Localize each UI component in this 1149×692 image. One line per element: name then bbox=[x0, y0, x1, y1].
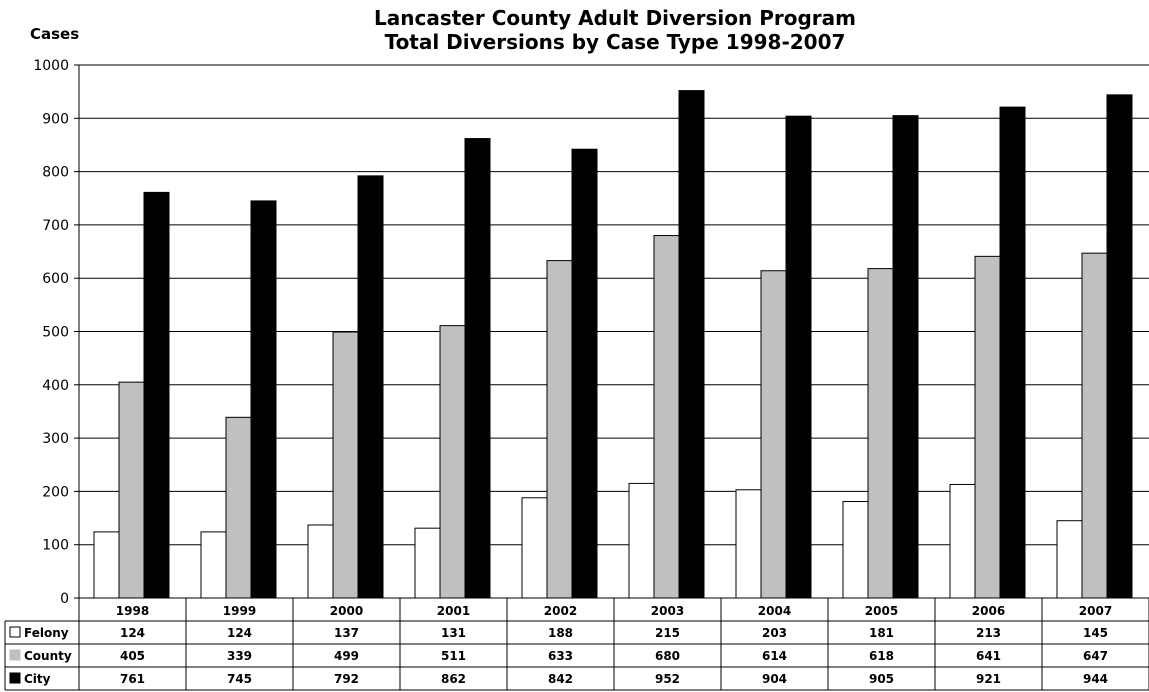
bar-county-2007 bbox=[1081, 252, 1108, 599]
bar-city-2007 bbox=[1106, 94, 1133, 599]
y-tick-label: 900 bbox=[42, 111, 69, 127]
data-label-city-1998: 761 bbox=[120, 672, 145, 686]
y-axis-label: Cases bbox=[30, 25, 79, 43]
y-tick-label: 200 bbox=[42, 484, 69, 500]
category-label-2005: 2005 bbox=[865, 604, 898, 618]
y-tick-label: 800 bbox=[42, 165, 69, 181]
data-label-county-2003: 680 bbox=[655, 649, 680, 663]
y-tick-label: 300 bbox=[42, 431, 69, 447]
data-label-felony-2002: 188 bbox=[548, 626, 573, 640]
y-tick-label: 600 bbox=[42, 271, 69, 287]
bar-city-1998 bbox=[143, 191, 170, 599]
data-label-city-2002: 842 bbox=[548, 672, 573, 686]
data-label-city-2003: 952 bbox=[655, 672, 680, 686]
bars bbox=[93, 90, 1133, 599]
bar-county-2001 bbox=[439, 325, 466, 599]
legend-key-county bbox=[9, 649, 21, 661]
category-label-2004: 2004 bbox=[758, 604, 791, 618]
data-label-city-2005: 905 bbox=[869, 672, 894, 686]
bar-county-2000 bbox=[332, 331, 359, 599]
data-label-county-2004: 614 bbox=[762, 649, 787, 663]
category-label-2002: 2002 bbox=[544, 604, 577, 618]
bar-city-2005 bbox=[892, 115, 919, 599]
data-label-city-2000: 792 bbox=[334, 672, 359, 686]
bar-city-2001 bbox=[464, 138, 491, 599]
data-label-felony-2006: 213 bbox=[976, 626, 1001, 640]
data-label-felony-2000: 137 bbox=[334, 626, 359, 640]
bar-county-1998 bbox=[118, 381, 145, 599]
data-label-county-2005: 618 bbox=[869, 649, 894, 663]
data-label-felony-2005: 181 bbox=[869, 626, 894, 640]
y-tick-label: 700 bbox=[42, 218, 69, 234]
chart-title-line-2: Total Diversions by Case Type 1998-2007 bbox=[385, 30, 846, 54]
category-label-1999: 1999 bbox=[223, 604, 256, 618]
data-label-county-2007: 647 bbox=[1083, 649, 1108, 663]
data-label-felony-1998: 124 bbox=[120, 626, 145, 640]
data-label-felony-2003: 215 bbox=[655, 626, 680, 640]
bar-county-2006 bbox=[974, 255, 1001, 599]
data-label-county-2001: 511 bbox=[441, 649, 466, 663]
category-label-2007: 2007 bbox=[1079, 604, 1112, 618]
category-label-1998: 1998 bbox=[116, 604, 149, 618]
category-label-2003: 2003 bbox=[651, 604, 684, 618]
data-label-county-2000: 499 bbox=[334, 649, 359, 663]
category-label-2001: 2001 bbox=[437, 604, 470, 618]
bar-felony-1998 bbox=[93, 531, 120, 599]
y-tick-label: 500 bbox=[42, 325, 69, 341]
chart-title-line-1: Lancaster County Adult Diversion Program bbox=[374, 6, 856, 30]
bar-city-2000 bbox=[357, 175, 384, 599]
bar-city-2006 bbox=[999, 106, 1026, 599]
data-label-felony-2001: 131 bbox=[441, 626, 466, 640]
bar-county-2002 bbox=[546, 260, 573, 599]
bar-city-2002 bbox=[571, 148, 598, 599]
legend-label-felony: Felony bbox=[24, 626, 69, 640]
bar-county-1999 bbox=[225, 416, 252, 599]
category-label-2006: 2006 bbox=[972, 604, 1005, 618]
bar-felony-2005 bbox=[842, 501, 869, 599]
bar-city-2003 bbox=[678, 90, 705, 599]
data-label-felony-1999: 124 bbox=[227, 626, 252, 640]
bar-felony-2006 bbox=[949, 483, 976, 599]
data-label-county-2006: 641 bbox=[976, 649, 1001, 663]
bar-felony-2004 bbox=[735, 489, 762, 599]
bar-felony-1999 bbox=[200, 531, 227, 599]
y-tick-labels: 0 100 200 300 400 500 600 700 800 900 1000 bbox=[33, 58, 69, 607]
data-label-city-2007: 944 bbox=[1083, 672, 1108, 686]
bar-city-2004 bbox=[785, 115, 812, 599]
data-label-county-1998: 405 bbox=[120, 649, 145, 663]
data-label-city-1999: 745 bbox=[227, 672, 252, 686]
data-label-felony-2007: 145 bbox=[1083, 626, 1108, 640]
legend-key-city bbox=[9, 672, 21, 684]
bar-felony-2000 bbox=[307, 524, 334, 599]
data-table: 1998 1999 2000 2001 2002 2003 2004 2005 2006 2007… bbox=[4, 597, 1149, 691]
category-label-2000: 2000 bbox=[330, 604, 363, 618]
data-label-city-2006: 921 bbox=[976, 672, 1001, 686]
bar-county-2004 bbox=[760, 270, 787, 599]
data-label-felony-2004: 203 bbox=[762, 626, 787, 640]
bar-county-2005 bbox=[867, 268, 894, 599]
data-label-county-1999: 339 bbox=[227, 649, 252, 663]
bar-felony-2002 bbox=[521, 497, 548, 599]
y-tick-label: 100 bbox=[42, 538, 69, 554]
y-tick-label: 0 bbox=[60, 591, 69, 607]
bar-county-2003 bbox=[653, 235, 680, 599]
data-label-county-2002: 633 bbox=[548, 649, 573, 663]
bar-felony-2001 bbox=[414, 527, 441, 599]
bar-felony-2003 bbox=[628, 482, 655, 599]
legend-label-county: County bbox=[24, 649, 72, 663]
legend-key-felony bbox=[9, 626, 21, 638]
y-tick-label: 400 bbox=[42, 378, 69, 394]
y-tick-label: 1000 bbox=[33, 58, 69, 74]
data-label-city-2001: 862 bbox=[441, 672, 466, 686]
bar-felony-2007 bbox=[1056, 520, 1083, 599]
bar-city-1999 bbox=[250, 200, 277, 599]
legend-label-city: City bbox=[24, 672, 51, 686]
data-label-city-2004: 904 bbox=[762, 672, 787, 686]
